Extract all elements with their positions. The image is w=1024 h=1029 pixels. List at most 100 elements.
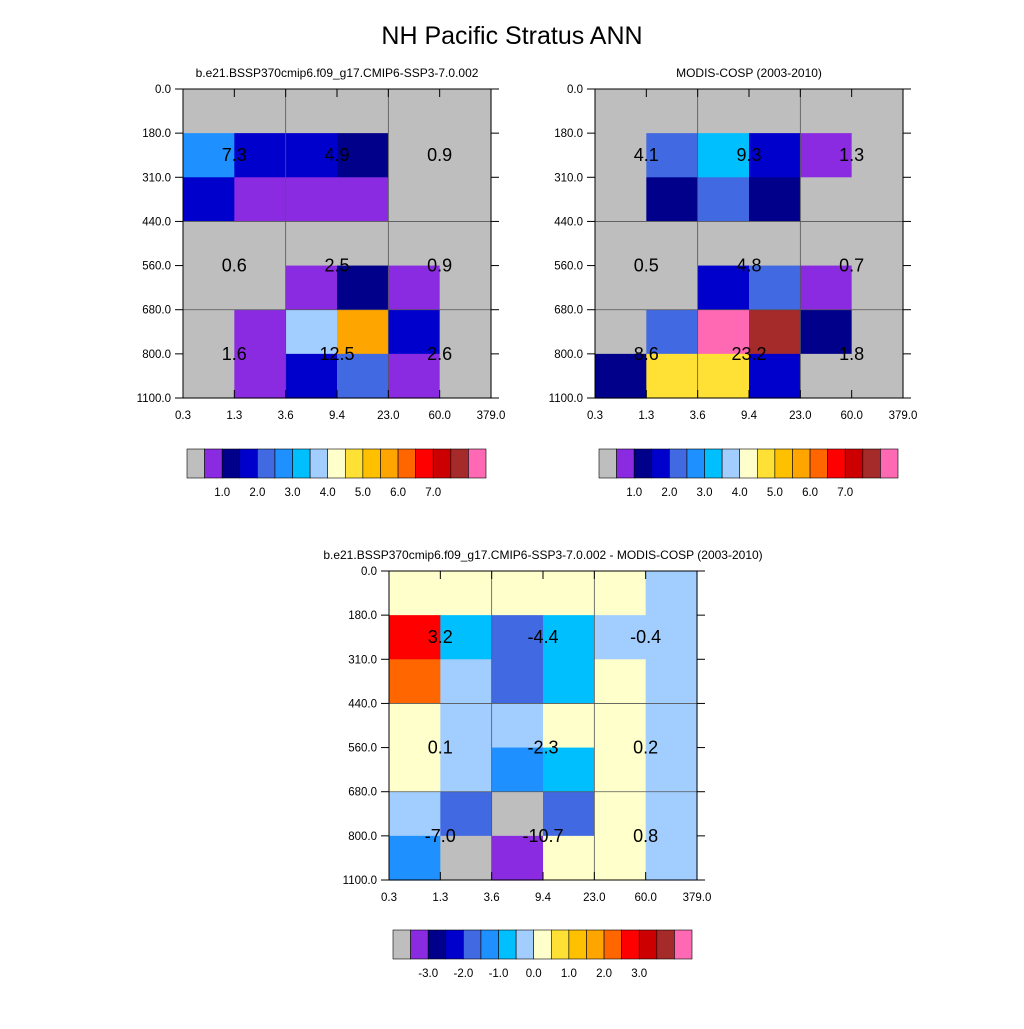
heatmap-cell <box>439 309 492 355</box>
heatmap-panel-3: b.e21.BSSP370cmip6.f09_g17.CMIP6-SSP3-7.… <box>323 548 762 980</box>
y-tick-label: 1100.0 <box>343 875 377 887</box>
heatmap-cell <box>440 747 493 793</box>
colorbar-swatch <box>616 448 635 479</box>
heatmap-cell <box>594 571 647 616</box>
heatmap-cell <box>440 615 493 660</box>
heatmap-cell <box>183 353 235 399</box>
heatmap-cell <box>491 659 544 705</box>
colorbar-swatch <box>844 448 864 479</box>
heatmap-cell <box>800 89 853 134</box>
colorbar-label: 2.0 <box>596 968 612 980</box>
heatmap-cell <box>646 353 699 399</box>
heatmap-cell <box>491 615 544 660</box>
colorbar-label: 1.0 <box>561 968 577 980</box>
y-tick-label: 1100.0 <box>137 393 171 405</box>
y-tick-label: 440.0 <box>348 698 377 710</box>
heatmap-cell <box>389 659 441 705</box>
heatmap-cell <box>645 835 698 881</box>
y-tick-label: 0.0 <box>155 84 171 96</box>
heatmap-cell <box>800 177 853 223</box>
heatmap-cell <box>646 265 699 311</box>
heatmap-cell <box>389 615 441 660</box>
heatmap-cell <box>285 133 338 178</box>
colorbar-swatch <box>362 448 381 479</box>
heatmap-cell <box>388 265 441 311</box>
colorbar-swatch <box>380 448 399 479</box>
colorbar-swatch <box>239 448 258 479</box>
colorbar-swatch <box>686 448 705 479</box>
y-tick-label: 180.0 <box>142 128 171 140</box>
colorbar-swatch <box>638 929 658 960</box>
heatmap-cell <box>491 835 544 881</box>
colorbar-swatch <box>533 929 552 960</box>
x-tick-label: 3.6 <box>690 410 706 422</box>
colorbar-swatch <box>445 929 464 960</box>
heatmap-cell <box>543 835 595 881</box>
y-tick-label: 560.0 <box>348 743 377 755</box>
heatmap-cell <box>594 791 647 837</box>
heatmap-cell <box>337 309 389 355</box>
colorbar-swatch <box>480 929 499 960</box>
x-tick-label: 60.0 <box>428 410 450 422</box>
heatmap-cell <box>285 221 338 267</box>
heatmap-cell <box>697 353 750 399</box>
y-tick-label: 440.0 <box>142 216 171 228</box>
figure-title: NH Pacific Stratus ANN <box>381 22 642 50</box>
heatmap-cell <box>285 177 338 223</box>
cell-value-label: 1.8 <box>839 344 864 364</box>
colorbar-label: 2.0 <box>661 487 677 499</box>
colorbar-swatch <box>586 929 605 960</box>
cell-value-label: 8.6 <box>634 344 659 364</box>
heatmap-cell <box>645 791 698 837</box>
colorbar-label: 3.0 <box>631 968 647 980</box>
heatmap-cell <box>851 221 904 267</box>
y-tick-label: 180.0 <box>554 128 583 140</box>
cell-value-label: 0.7 <box>839 256 864 276</box>
heatmap-cell <box>439 89 492 134</box>
heatmap-cell <box>234 89 287 134</box>
heatmap-cell <box>645 747 698 793</box>
colorbar-label: -1.0 <box>489 968 509 980</box>
colorbar-swatch <box>774 448 793 479</box>
y-tick-label: 800.0 <box>348 831 377 843</box>
cell-value-label: 12.5 <box>319 344 354 364</box>
heatmap-cell <box>646 133 699 178</box>
cell-value-label: -4.4 <box>527 627 558 647</box>
heatmap-cell <box>645 659 698 705</box>
cell-value-label: 0.9 <box>427 145 452 165</box>
x-tick-label: 9.4 <box>535 892 552 904</box>
x-tick-label: 1.3 <box>638 410 654 422</box>
heatmap-cell <box>388 177 441 223</box>
heatmap-cell <box>388 353 441 399</box>
heatmap-cell <box>439 177 492 223</box>
heatmap-cell <box>595 309 647 355</box>
cell-value-label: 0.8 <box>633 826 658 846</box>
heatmap-cell <box>851 133 904 178</box>
heatmap-cell <box>646 177 699 223</box>
heatmap-cell <box>439 221 492 267</box>
y-tick-label: 800.0 <box>554 349 583 361</box>
cell-value-label: 4.1 <box>634 145 659 165</box>
heatmap-cell <box>543 703 595 749</box>
colorbar-swatch <box>792 448 811 479</box>
y-tick-label: 440.0 <box>554 216 583 228</box>
y-tick-label: 310.0 <box>142 172 171 184</box>
y-tick-label: 560.0 <box>142 261 171 273</box>
colorbar-swatch <box>550 929 570 960</box>
x-tick-label: 3.6 <box>278 410 294 422</box>
colorbar-swatch <box>515 929 535 960</box>
heatmap-cell <box>697 265 750 311</box>
heatmap-cell <box>645 571 698 616</box>
colorbar-swatch <box>450 448 469 479</box>
heatmap-cell <box>337 353 389 399</box>
heatmap-cell <box>285 353 338 399</box>
heatmap-cell <box>697 89 750 134</box>
heatmap-cell <box>234 265 287 311</box>
colorbar-swatch <box>410 929 429 960</box>
colorbar-label: 5.0 <box>355 487 371 499</box>
heatmap-cell <box>749 353 801 399</box>
heatmap-cell <box>594 659 647 705</box>
heatmap-cell <box>183 177 235 223</box>
heatmap-cell <box>749 309 801 355</box>
x-tick-label: 1.3 <box>226 410 242 422</box>
